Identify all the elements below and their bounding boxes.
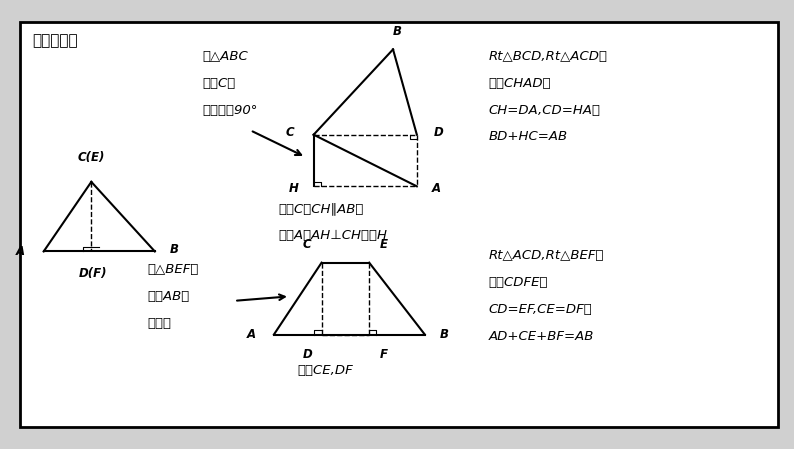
Text: CH=DA,CD=HA，: CH=DA,CD=HA， bbox=[488, 104, 600, 116]
Text: 绕点C逆: 绕点C逆 bbox=[202, 77, 236, 89]
Text: 连接CE,DF: 连接CE,DF bbox=[298, 364, 353, 377]
Text: 图形演变：: 图形演变： bbox=[32, 33, 77, 48]
Text: B: B bbox=[440, 328, 449, 341]
Text: F: F bbox=[380, 348, 387, 361]
Text: C: C bbox=[286, 126, 294, 139]
Text: 矩形CHAD，: 矩形CHAD， bbox=[488, 77, 551, 89]
Text: 时针旋转90°: 时针旋转90° bbox=[202, 104, 258, 116]
Text: 过点A作AH⊥CH于点H: 过点A作AH⊥CH于点H bbox=[278, 229, 387, 242]
Text: 将△ABC: 将△ABC bbox=[202, 50, 249, 62]
FancyBboxPatch shape bbox=[20, 22, 778, 427]
Text: CD=EF,CE=DF，: CD=EF,CE=DF， bbox=[488, 304, 592, 316]
Text: A: A bbox=[432, 182, 441, 195]
Text: A: A bbox=[247, 328, 256, 341]
Text: BD+HC=AB: BD+HC=AB bbox=[488, 131, 568, 143]
Text: C(E): C(E) bbox=[78, 151, 105, 163]
Text: B: B bbox=[392, 25, 402, 38]
Text: B: B bbox=[170, 243, 179, 255]
Text: Rt△BCD,Rt△ACD，: Rt△BCD,Rt△ACD， bbox=[488, 50, 607, 62]
Text: AD+CE+BF=AB: AD+CE+BF=AB bbox=[488, 330, 594, 343]
Text: C: C bbox=[303, 238, 311, 251]
Text: D: D bbox=[303, 348, 312, 361]
Text: D: D bbox=[434, 126, 444, 139]
Text: 向平移: 向平移 bbox=[147, 317, 171, 330]
Text: 过点C作CH∥AB，: 过点C作CH∥AB， bbox=[278, 202, 364, 215]
Text: 将△BEF沿: 将△BEF沿 bbox=[147, 263, 198, 276]
Text: E: E bbox=[380, 238, 387, 251]
Text: A: A bbox=[15, 245, 25, 258]
Text: D(F): D(F) bbox=[79, 268, 107, 280]
Text: Rt△ACD,Rt△BEF，: Rt△ACD,Rt△BEF， bbox=[488, 250, 603, 262]
Text: 矩形CDFE，: 矩形CDFE， bbox=[488, 277, 548, 289]
Text: 直线AB方: 直线AB方 bbox=[147, 290, 189, 303]
Text: H: H bbox=[289, 182, 299, 195]
